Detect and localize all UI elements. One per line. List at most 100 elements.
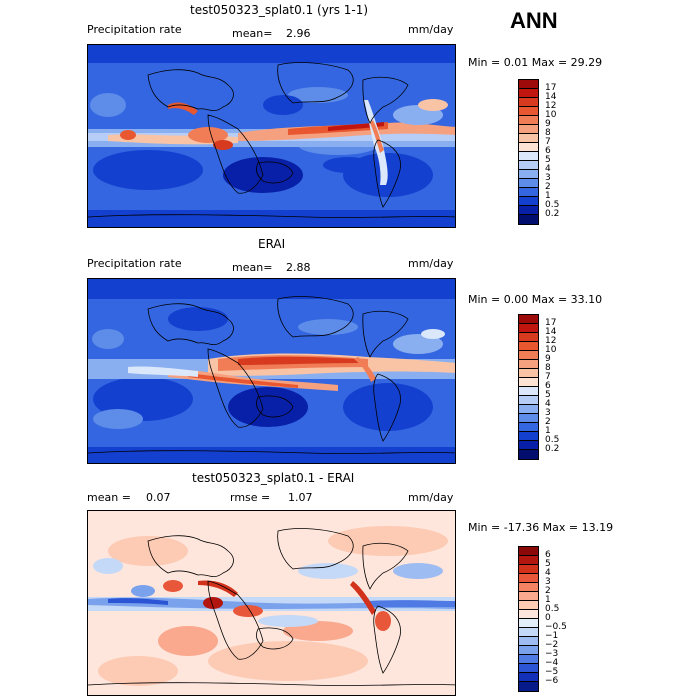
panel2-map [87,278,456,464]
colorbar-tick-label: 4 [545,164,551,174]
colorbar-swatch [519,601,538,610]
colorbar-swatch [519,369,538,378]
season-label: ANN [510,8,558,33]
colorbar-swatch [519,556,538,565]
colorbar-swatch [519,179,538,188]
colorbar-tick-label: 4 [545,568,551,578]
colorbar-swatch [519,628,538,637]
coastline-lines [88,296,455,454]
colorbar-tick-label: 0.5 [545,435,560,445]
panel2-minmax: Min = 0.00 Max = 33.10 [468,293,603,306]
colorbar-swatch [519,360,538,369]
colorbar-tick-label: 12 [545,101,557,111]
colorbar-tick-label: 9 [545,119,551,129]
coastline-lines [88,528,455,686]
colorbar-swatch [519,619,538,628]
panel1-minmax: Min = 0.01 Max = 29.29 [468,56,603,69]
colorbar-tick-label: 5 [545,559,551,569]
coastline-lines [88,62,455,218]
colorbar-swatch [519,432,538,441]
panel3-map [87,510,456,696]
colorbar-swatch [519,134,538,143]
colorbar-tick-label: 14 [545,327,557,337]
panel2-title: ERAI [258,237,286,251]
panel2-mean-label: mean= [232,261,273,274]
colorbar-tick-label: 0 [545,613,551,623]
colorbar-tick-label: 3 [545,173,551,183]
colorbar-swatch [519,116,538,125]
colorbar-swatch [519,197,538,206]
colorbar-swatch [519,170,538,179]
colorbar-tick-label: 2 [545,182,551,192]
colorbar-swatch [519,143,538,152]
colorbar-tick-label: 8 [545,363,551,373]
panel2-colorbar [518,314,539,460]
colorbar-swatch [519,592,538,601]
panel2-units: mm/day [408,257,454,270]
colorbar-tick-label: 0.5 [545,604,560,614]
colorbar-tick-label: −2 [545,640,559,650]
colorbar-tick-label: 0.5 [545,200,560,210]
panel2-mean-value: 2.88 [286,261,311,274]
colorbar-tick-label: −0.5 [545,622,567,632]
colorbar-swatch [519,206,538,215]
colorbar-swatch [519,333,538,342]
colorbar-swatch [519,610,538,619]
colorbar-tick-label: 4 [545,399,551,409]
colorbar-swatch [519,405,538,414]
colorbar-swatch [519,414,538,423]
colorbar-swatch [519,450,538,459]
panel1-precip-field [88,45,455,227]
colorbar-swatch [519,152,538,161]
colorbar-tick-label: 17 [545,83,557,93]
colorbar-swatch [519,125,538,134]
colorbar-tick-label: 14 [545,92,557,102]
colorbar-tick-label: −5 [545,667,559,677]
colorbar-swatch [519,637,538,646]
colorbar-swatch [519,396,538,405]
colorbar-swatch [519,387,538,396]
colorbar-swatch [519,161,538,170]
colorbar-swatch [519,324,538,333]
panel3-units: mm/day [408,491,454,504]
panel1-units: mm/day [408,23,454,36]
colorbar-tick-label: −3 [545,649,559,659]
colorbar-swatch [519,342,538,351]
colorbar-tick-label: 1 [545,426,551,436]
colorbar-tick-label: 3 [545,408,551,418]
colorbar-swatch [519,547,538,556]
colorbar-tick-label: 3 [545,577,551,587]
colorbar-tick-label: 7 [545,137,551,147]
colorbar-tick-label: 6 [545,146,551,156]
colorbar-swatch [519,574,538,583]
colorbar-swatch [519,89,538,98]
colorbar-tick-label: 1 [545,595,551,605]
panel3-rmse-value: 1.07 [288,491,313,504]
colorbar-swatch [519,673,538,682]
panel1-variable-label: Precipitation rate [87,23,182,36]
colorbar-swatch [519,188,538,197]
colorbar-swatch [519,423,538,432]
colorbar-tick-label: 10 [545,345,557,355]
panel3-minmax: Min = -17.36 Max = 13.19 [468,521,614,534]
colorbar-swatch [519,441,538,450]
colorbar-swatch [519,107,538,116]
colorbar-swatch [519,646,538,655]
colorbar-swatch [519,378,538,387]
panel1-mean-value: 2.96 [286,27,311,40]
panel1-map [87,44,456,228]
colorbar-swatch [519,664,538,673]
colorbar-tick-label: 6 [545,381,551,391]
colorbar-tick-label: 1 [545,191,551,201]
colorbar-tick-label: 0.2 [545,444,560,454]
colorbar-tick-label: 8 [545,128,551,138]
panel3-rmse-label: rmse = [230,491,271,504]
panel2-variable-label: Precipitation rate [87,257,182,270]
colorbar-swatch [519,583,538,592]
colorbar-tick-label: 9 [545,354,551,364]
panel3-mean-value: 0.07 [146,491,171,504]
colorbar-tick-label: 5 [545,155,551,165]
panel1-title: test050323_splat0.1 (yrs 1-1) [190,3,369,17]
colorbar-tick-label: 17 [545,318,557,328]
panel3-difference-field [88,511,455,695]
